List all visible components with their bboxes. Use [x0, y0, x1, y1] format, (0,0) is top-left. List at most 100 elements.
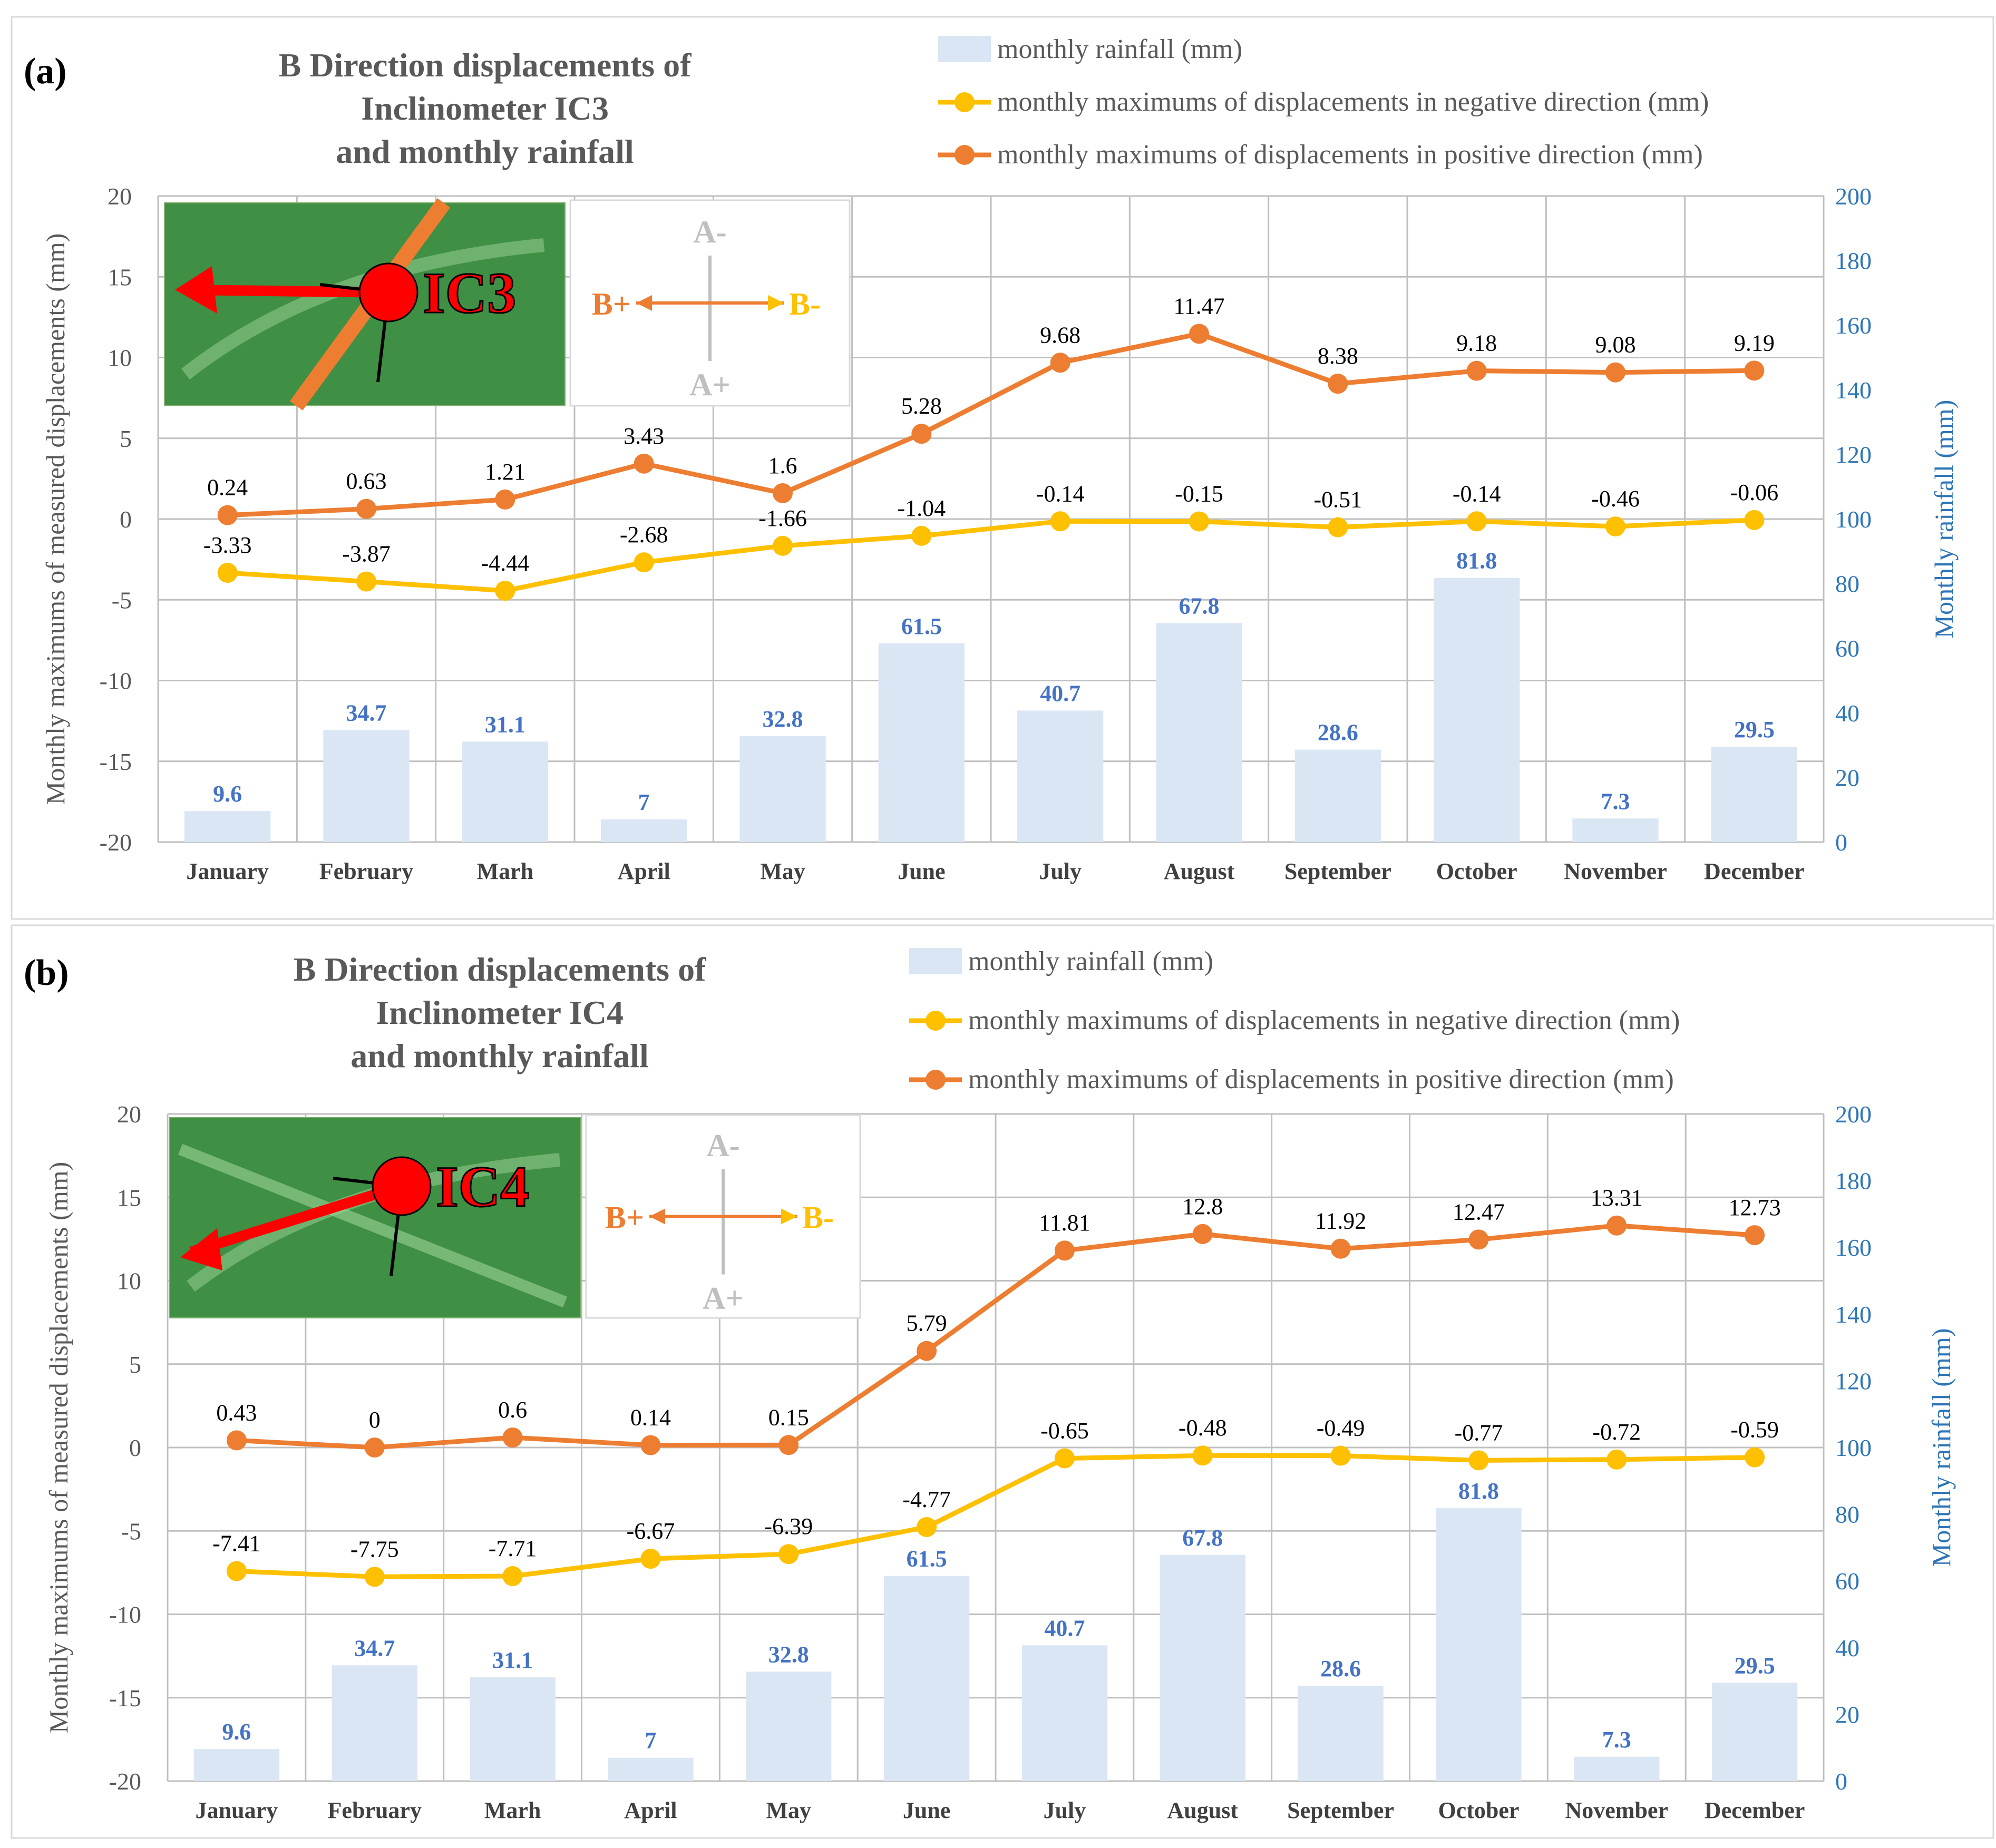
left-axis: 20 15 10 5 0 -5 -10 -15 -20: [100, 183, 132, 856]
left-tick-label: 10: [108, 345, 132, 371]
data-label: 5.79: [907, 1311, 947, 1336]
location-inset: IC4 A- A+ B+ B-: [169, 1114, 861, 1319]
b-plus-arrowhead: [636, 295, 652, 311]
chart-frame: [11, 924, 1994, 1839]
data-label: 11.47: [1173, 293, 1224, 319]
positive-displacement-point: [1192, 1224, 1213, 1244]
b-minus-label: B-: [802, 1200, 834, 1235]
legend-swatch-negative-marker: [926, 1011, 946, 1031]
data-label: -0.48: [1179, 1415, 1227, 1441]
negative-displacement-point: [495, 581, 515, 601]
category-label: May: [760, 858, 805, 884]
data-label: -0.65: [1040, 1418, 1089, 1444]
right-tick-label: 120: [1835, 441, 1872, 468]
negative-displacement-point: [1606, 1449, 1627, 1470]
data-label: 5.28: [901, 393, 942, 419]
left-tick-label: 20: [108, 183, 132, 210]
negative-displacement-point: [634, 552, 654, 573]
right-tick-label: 120: [1835, 1367, 1872, 1394]
a-minus-label: A-: [693, 214, 726, 249]
data-label: 9.19: [1734, 330, 1775, 356]
category-label: February: [328, 1797, 422, 1823]
rainfall-bar: [601, 819, 687, 842]
data-label: -0.06: [1730, 480, 1779, 505]
category-label: June: [903, 1797, 950, 1823]
left-tick-label: -20: [109, 1768, 141, 1795]
negative-displacement-point: [364, 1567, 385, 1587]
right-tick-label: 100: [1835, 1434, 1872, 1461]
chart-title-line: Inclinometer IC4: [376, 994, 624, 1031]
data-label: 9.18: [1456, 330, 1497, 356]
location-inset: IC3 A- A+ B+ B-: [164, 198, 851, 410]
rainfall-bar: [878, 643, 965, 842]
a-plus-label: A+: [703, 1281, 744, 1316]
data-label: -7.75: [350, 1536, 399, 1562]
data-label: 0: [369, 1407, 381, 1433]
data-label: 11.81: [1039, 1210, 1090, 1236]
red-arrow-head: [180, 1228, 222, 1270]
a-plus-label: A+: [689, 367, 731, 402]
rainfall-bar: [1711, 747, 1797, 842]
right-tick-label: 0: [1835, 1768, 1847, 1795]
rainfall-bar: [184, 811, 271, 842]
positive-displacement-point: [1468, 1229, 1489, 1250]
positive-displacement-point: [217, 505, 238, 525]
b-minus-label: B-: [789, 287, 821, 321]
rainfall-bar-label: 31.1: [492, 1647, 533, 1673]
right-tick-label: 20: [1835, 1701, 1859, 1728]
positive-displacement-point: [356, 498, 376, 519]
data-label: 0.15: [768, 1404, 809, 1430]
right-tick-label: 160: [1835, 1234, 1872, 1261]
category-label: April: [624, 1797, 677, 1823]
category-label: May: [766, 1797, 811, 1823]
right-tick-label: 20: [1835, 764, 1859, 791]
rainfall-bar: [323, 730, 410, 842]
b-plus-arrowhead: [649, 1208, 665, 1225]
data-label: 0.63: [346, 468, 387, 494]
negative-displacement-point: [502, 1566, 523, 1587]
data-label: -0.15: [1175, 481, 1223, 507]
positive-displacement-point: [226, 1430, 247, 1451]
data-label: -3.33: [203, 532, 252, 558]
negative-displacement-point: [1468, 1450, 1489, 1471]
left-tick-label: -5: [112, 586, 132, 613]
data-label: -2.68: [620, 522, 668, 547]
satellite-border: [164, 202, 566, 406]
category-label: December: [1705, 1797, 1805, 1823]
rainfall-bar: [1434, 578, 1520, 842]
left-tick-label: 0: [120, 506, 132, 533]
positive-displacement-point: [778, 1435, 799, 1455]
rainfall-bar: [739, 736, 826, 842]
rainfall-bar-label: 67.8: [1182, 1525, 1223, 1551]
left-tick-label: -15: [109, 1685, 141, 1712]
left-tick-label: -10: [109, 1601, 141, 1628]
legend-swatch-bar: [909, 948, 962, 974]
data-label: 12.8: [1182, 1194, 1223, 1219]
rainfall-bar-label: 28.6: [1318, 720, 1358, 746]
positive-displacement-point: [502, 1427, 523, 1448]
b-minus-arrowhead: [768, 295, 784, 311]
right-tick-label: 60: [1835, 635, 1859, 662]
category-label: July: [1039, 858, 1082, 884]
negative-displacement-line: [227, 517, 1755, 593]
right-tick-label: 180: [1835, 1168, 1872, 1195]
rainfall-bar-label: 40.7: [1040, 681, 1080, 707]
legend: monthly rainfall (mm) monthly maximums of…: [938, 34, 1709, 170]
chart-svg: 9.6 34.7 31.1 7 32.8 61.5 40.7 67.8 28.6 81.8 7.3 2…: [11, 924, 1994, 1839]
rainfall-bar: [1574, 1756, 1660, 1781]
rainfall-bar: [1572, 818, 1659, 842]
rainfall-bar: [1021, 1645, 1108, 1781]
gridlines: [167, 1113, 1825, 1782]
legend-label: monthly maximums of displacements in neg…: [968, 1005, 1680, 1035]
positive-displacement-series: 0.43 0 0.6 0.14 0.15 5.79 11.81 12.8 11.92 12.47 1…: [216, 1185, 1781, 1458]
data-label: -0.51: [1314, 487, 1362, 513]
right-tick-label: 200: [1835, 1101, 1872, 1128]
positive-displacement-point: [495, 489, 515, 510]
rainfall-bar-label: 9.6: [222, 1719, 251, 1745]
positive-displacement-point: [1054, 1240, 1075, 1261]
data-label: -0.77: [1455, 1420, 1503, 1445]
negative-displacement-point: [911, 525, 932, 546]
rainfall-bar: [883, 1576, 970, 1781]
positive-displacement-point: [634, 453, 654, 474]
data-label: 11.92: [1315, 1208, 1366, 1234]
